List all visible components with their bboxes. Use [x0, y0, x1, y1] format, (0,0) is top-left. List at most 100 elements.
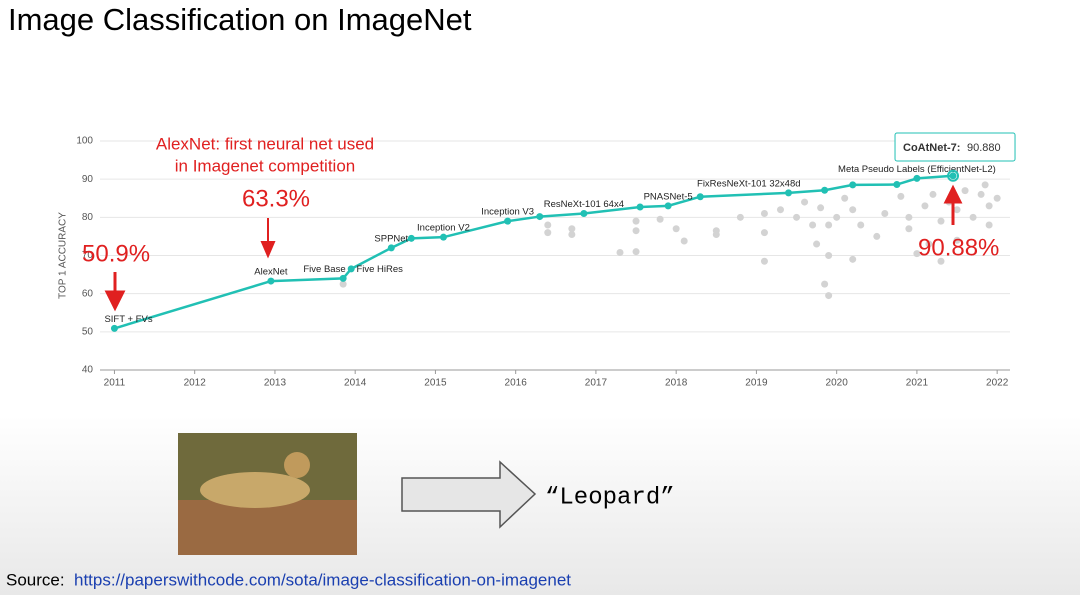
y-tick-label: 40: [82, 365, 94, 376]
line-point: [636, 203, 644, 211]
scatter-point: [712, 227, 720, 235]
tooltip-value: 90.880: [967, 142, 1001, 154]
line-point: [347, 265, 355, 273]
scatter-point: [929, 190, 937, 198]
scatter-point: [953, 206, 961, 214]
scatter-point: [817, 204, 825, 212]
scatter-point: [969, 213, 977, 221]
point-label: Meta Pseudo Labels (EfficientNet-L2): [838, 164, 996, 175]
x-tick-label: 2012: [184, 378, 207, 389]
scatter-point: [760, 210, 768, 218]
scatter-point: [825, 292, 833, 300]
y-tick-label: 50: [82, 326, 94, 337]
line-point: [504, 217, 512, 225]
scatter-point: [961, 187, 969, 195]
x-tick-label: 2020: [826, 378, 849, 389]
line-point: [849, 181, 857, 189]
x-tick-label: 2019: [745, 378, 768, 389]
line-point: [339, 274, 347, 282]
point-label: AlexNet: [254, 267, 288, 278]
scatter-point: [632, 227, 640, 235]
x-tick-label: 2021: [906, 378, 929, 389]
source-prefix: Source:: [6, 570, 65, 589]
arrow: [401, 460, 537, 529]
slide-title: Image Classification on ImageNet: [8, 2, 472, 37]
line-point: [439, 233, 447, 241]
scatter-point: [544, 229, 552, 237]
line-point: [785, 189, 793, 197]
annotation-arrow: [260, 218, 276, 259]
tooltip-name: CoAtNet-7:: [903, 142, 960, 154]
point-label: Inception V3: [481, 207, 534, 218]
line-point: [664, 202, 672, 210]
tooltip-box: [894, 132, 1016, 162]
x-tick-label: 2013: [264, 378, 287, 389]
line-point: [913, 174, 921, 182]
scatter-point: [616, 248, 624, 256]
scatter-point: [339, 280, 347, 288]
scatter-point: [985, 202, 993, 210]
line: [114, 174, 954, 330]
scatter-point: [857, 221, 865, 229]
scatter-point: [841, 194, 849, 202]
scatter-point: [680, 237, 688, 245]
scatter-point: [672, 225, 680, 233]
scatter-point: [897, 192, 905, 200]
x-tick-label: 2022: [986, 378, 1009, 389]
line-point: [387, 244, 395, 252]
scatter-point: [736, 213, 744, 221]
y-tick-label: 70: [82, 250, 94, 261]
scatter-point: [760, 257, 768, 265]
image-rock: [178, 500, 357, 555]
line-point: [580, 210, 588, 218]
scatter-point: [568, 231, 576, 239]
y-tick-label: 90: [82, 174, 94, 185]
annotation: 63.3%: [242, 185, 310, 212]
output-label: “Leopard”: [545, 484, 675, 511]
x-tick-label: 2016: [505, 378, 528, 389]
point-label: Inception V2: [417, 223, 470, 234]
x-tick-label: 2017: [585, 378, 608, 389]
scatter-point: [632, 217, 640, 225]
scatter-point: [977, 190, 985, 198]
line-point: [949, 172, 957, 180]
scatter-point: [809, 221, 817, 229]
scatter-point: [776, 206, 784, 214]
scatter-point: [921, 202, 929, 210]
scatter-point: [833, 213, 841, 221]
scatter-point: [881, 210, 889, 218]
x-tick-label: 2014: [344, 378, 367, 389]
annotation: 50.9%: [82, 240, 150, 267]
line-point: [536, 213, 544, 221]
scatter-point: [632, 248, 640, 256]
y-tick-label: 100: [76, 136, 93, 147]
scatter-point: [801, 198, 809, 206]
scatter-point: [925, 240, 933, 248]
x-tick-label: 2018: [665, 378, 688, 389]
line-point: [267, 277, 275, 285]
annotation: AlexNet: first neural net used: [156, 134, 374, 153]
scatter-point: [905, 225, 913, 233]
image-leopard: [200, 472, 310, 508]
point-label: SPPNet: [374, 233, 408, 244]
scatter-point: [981, 181, 989, 189]
scatter-point: [913, 250, 921, 258]
scatter-point: [849, 255, 857, 263]
chart: 40 50 60 70 80 90 100 2011 2012 2013 2014 2015 2016 2…: [58, 132, 1016, 389]
line-point: [893, 181, 901, 189]
image-leopard-head: [284, 452, 310, 478]
scatter-point: [985, 221, 993, 229]
annotation-arrow: [943, 184, 963, 225]
scatter-point: [905, 213, 913, 221]
source-link[interactable]: https://paperswithcode.com/sota/image-cl…: [74, 570, 571, 589]
scatter-point: [821, 280, 829, 288]
y-tick-label: 60: [82, 288, 94, 299]
annotation: in Imagenet competition: [175, 156, 356, 175]
scatter-point: [793, 213, 801, 221]
point-label: SIFT + FVs: [104, 314, 152, 325]
annotation-arrow: [104, 272, 126, 312]
scatter-point: [993, 194, 1001, 202]
scatter-point: [937, 217, 945, 225]
tooltip-point: [947, 169, 960, 182]
